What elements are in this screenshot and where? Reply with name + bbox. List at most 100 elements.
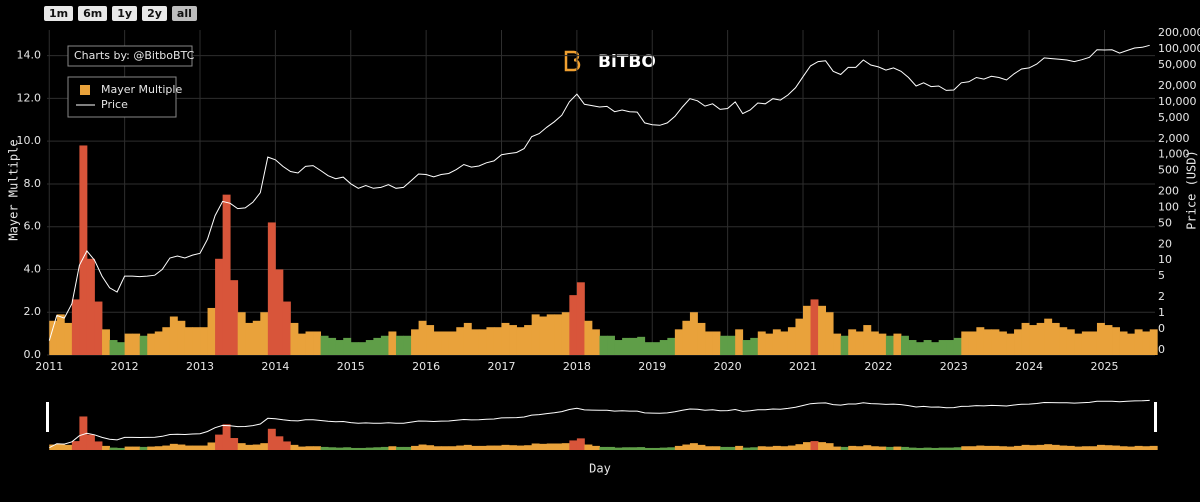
range-button[interactable]: all — [171, 6, 197, 21]
y2-tick-label: 200 — [1158, 185, 1179, 198]
slider-bar — [260, 443, 269, 450]
slider-bar — [177, 444, 186, 450]
bar — [64, 322, 73, 355]
x-tick-label: 2017 — [488, 360, 516, 373]
bar — [908, 340, 917, 355]
y2-tick-label: 10 — [1158, 253, 1172, 266]
y2-tick-label: 5 — [1158, 269, 1165, 282]
slider-handle — [1154, 402, 1157, 432]
slider-bar — [1112, 445, 1120, 450]
slider-bar — [840, 446, 849, 450]
bar — [411, 329, 419, 355]
range-button[interactable]: 1y — [112, 6, 138, 21]
slider-bar — [720, 446, 729, 450]
y2-tick-label: 500 — [1158, 164, 1179, 177]
bar — [674, 329, 683, 355]
slider-bar — [215, 434, 224, 450]
slider-bar — [388, 446, 397, 450]
slider-bar — [772, 445, 781, 450]
slider-bar — [787, 445, 796, 450]
slider-bar — [207, 442, 216, 450]
x-tick-label: 2011 — [35, 360, 63, 373]
slider-bar — [689, 443, 698, 450]
slider-bar — [192, 445, 201, 450]
slider-bar — [230, 438, 239, 450]
slider-bar — [607, 446, 615, 450]
bar — [614, 340, 623, 355]
slider-bar — [659, 447, 668, 450]
slider-bar — [1036, 444, 1045, 450]
bar — [576, 282, 585, 355]
slider-bar — [848, 445, 857, 450]
slider-bar — [810, 441, 819, 450]
y-tick-label: 14.0 — [17, 49, 42, 62]
bar — [931, 342, 940, 355]
bar — [350, 342, 359, 355]
bar — [1014, 329, 1022, 355]
slider-bar — [1134, 445, 1143, 450]
bar — [456, 327, 465, 355]
x-tick-label: 2021 — [789, 360, 817, 373]
slider-bar — [222, 424, 231, 450]
bar — [162, 327, 171, 355]
slider-bar — [328, 447, 337, 450]
y-tick-label: 0.0 — [24, 348, 42, 361]
slider-bar — [471, 445, 480, 450]
slider-bar — [652, 447, 661, 450]
bar — [637, 336, 646, 355]
legend-box — [67, 76, 177, 118]
range-button[interactable]: 2y — [142, 6, 167, 21]
y2-tick-label: 20 — [1158, 237, 1172, 250]
bar — [539, 316, 548, 355]
slider-bar — [968, 446, 977, 450]
bar — [230, 280, 239, 355]
bar — [697, 322, 706, 355]
slider-bar — [117, 447, 126, 450]
bar — [426, 325, 435, 355]
slider-bar — [1081, 446, 1090, 450]
bar — [546, 314, 555, 355]
slider-bar — [878, 446, 887, 450]
slider-bar — [139, 446, 148, 450]
bar — [1044, 318, 1053, 355]
slider-bar — [411, 445, 419, 450]
slider-bar — [908, 447, 917, 450]
bar — [433, 331, 442, 355]
bar — [1059, 327, 1068, 355]
bar — [486, 327, 495, 355]
y2-tick-label: 50 — [1158, 216, 1172, 229]
y2-tick-label: 200,000 — [1158, 26, 1200, 39]
range-button[interactable]: 1m — [44, 6, 74, 21]
bar — [1134, 329, 1143, 355]
slider-bar — [403, 446, 412, 450]
bar — [403, 335, 412, 355]
y2-tick-label: 2,000 — [1158, 132, 1190, 145]
slider-bar — [1044, 444, 1053, 450]
slider-bar — [132, 446, 141, 450]
bar — [260, 312, 269, 355]
slider-bar — [705, 446, 713, 450]
range-button[interactable]: 6m — [78, 6, 108, 21]
slider-bar — [282, 441, 291, 450]
slider-bar — [245, 444, 254, 450]
slider-bar — [697, 444, 706, 450]
slider-bar — [456, 445, 465, 450]
bar — [622, 337, 631, 355]
bar — [923, 340, 932, 355]
bar — [561, 312, 570, 355]
x-tick-label: 2018 — [563, 360, 591, 373]
range-slider — [47, 392, 1155, 450]
bar — [1119, 331, 1128, 355]
slider-bar — [380, 446, 389, 450]
slider-bar — [109, 447, 118, 450]
x-tick-label: 2015 — [337, 360, 365, 373]
x-tick-label: 2023 — [940, 360, 968, 373]
slider-bar — [524, 445, 533, 450]
slider-bar — [1051, 444, 1060, 450]
bar — [509, 325, 517, 355]
bar — [478, 329, 487, 355]
slider-bar — [184, 445, 193, 450]
slider-bar — [252, 444, 261, 450]
bar — [998, 331, 1007, 355]
slider-bar — [49, 444, 58, 450]
